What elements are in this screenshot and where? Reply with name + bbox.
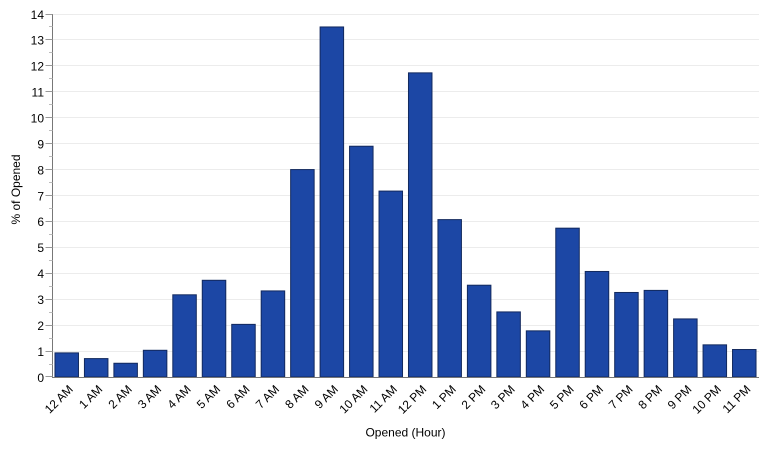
svg-text:0: 0 [37, 371, 44, 385]
svg-text:8: 8 [37, 163, 44, 177]
svg-text:2: 2 [37, 319, 44, 333]
svg-text:3: 3 [37, 293, 44, 307]
svg-text:1: 1 [37, 345, 44, 359]
svg-text:6: 6 [37, 215, 44, 229]
svg-text:9: 9 [37, 137, 44, 151]
svg-text:13: 13 [31, 34, 45, 48]
svg-text:10: 10 [31, 112, 45, 126]
svg-text:4: 4 [37, 267, 44, 281]
svg-text:12: 12 [31, 60, 45, 74]
svg-text:Opened (Hour): Opened (Hour) [365, 425, 445, 439]
svg-text:% of Opened: % of Opened [9, 154, 23, 224]
svg-text:5: 5 [37, 241, 44, 255]
svg-text:11: 11 [32, 86, 45, 100]
svg-text:14: 14 [31, 8, 45, 22]
svg-text:7: 7 [37, 189, 44, 203]
